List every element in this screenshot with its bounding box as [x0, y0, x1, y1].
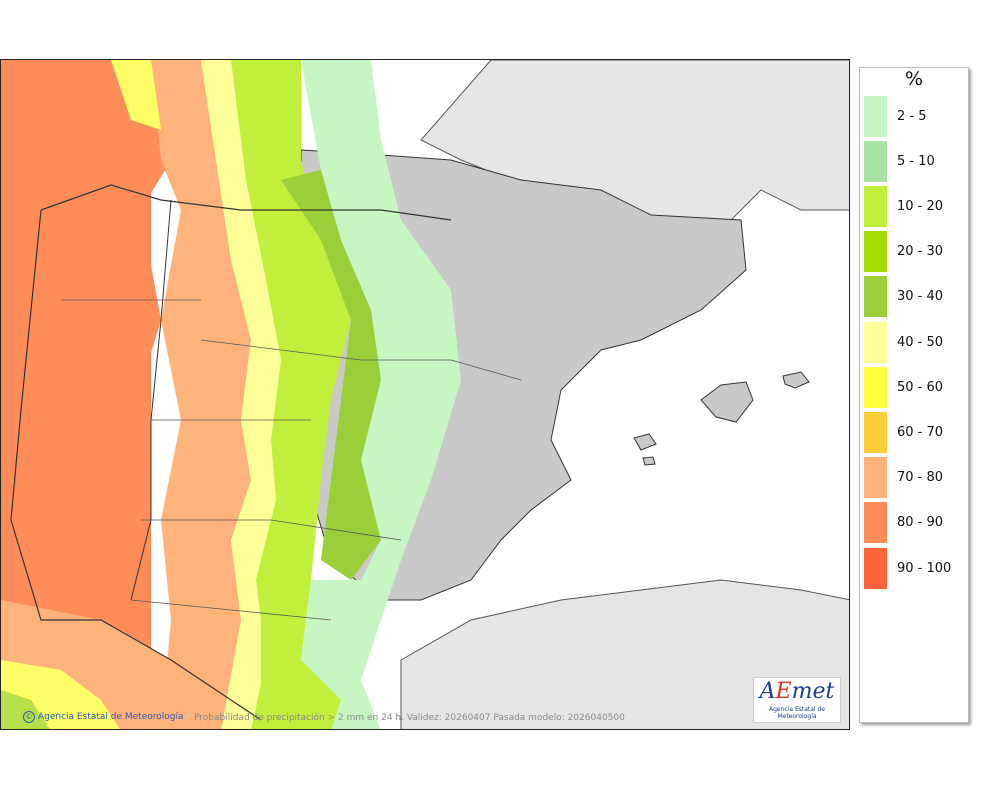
band-40-50: [201, 60, 281, 729]
band-2-5: [281, 60, 461, 729]
band-10-20-south: [261, 600, 341, 729]
legend-swatch: [864, 321, 887, 363]
legend-label: 20 - 30: [897, 244, 944, 260]
legend-label: 60 - 70: [897, 424, 944, 440]
logo-subtitle: Agencia Estatal de Meteorología: [768, 706, 825, 720]
legend-item: 2 - 5: [864, 95, 968, 137]
legend-item: 50 - 60: [864, 366, 968, 408]
legend: % 2 - 5 5 - 10 10 - 20 20 - 30 30 - 40 40 - 5…: [859, 67, 969, 723]
formentera: [642, 456, 656, 466]
legend-label: 80 - 90: [897, 515, 944, 531]
legend-swatch: [864, 411, 887, 453]
legend-label: 5 - 10: [897, 153, 935, 169]
forecast-map: © Agencia Estatal de Meteorología Probab…: [0, 59, 850, 730]
legend-item: 20 - 30: [864, 231, 968, 273]
band-10-20: [231, 60, 351, 729]
band-70-80: [151, 60, 251, 729]
band-80-90-land: [1, 60, 171, 729]
legend-item: 80 - 90: [864, 502, 968, 544]
legend-swatch: [864, 231, 887, 273]
mallorca: [700, 381, 754, 423]
legend-label: 90 - 100: [897, 560, 952, 576]
legend-item: 10 - 20: [864, 185, 968, 227]
credit: © Agencia Estatal de Meteorología: [23, 711, 184, 723]
legend-label: 70 - 80: [897, 470, 944, 486]
coastline: [10, 184, 452, 721]
legend-swatch: [864, 502, 887, 544]
legend-swatch: [864, 95, 887, 137]
legend-item: 90 - 100: [864, 547, 968, 589]
band-30-40: [281, 170, 381, 580]
menorca: [782, 371, 810, 389]
region-borders: [61, 299, 522, 621]
band-20-30-sw: [1, 690, 50, 729]
africa-land: [400, 579, 849, 729]
legend-item: 30 - 40: [864, 276, 968, 318]
legend-unit: %: [904, 68, 924, 90]
legend-label: 2 - 5: [897, 108, 927, 124]
legend-label: 10 - 20: [897, 198, 944, 214]
logo-brand: AEmet: [759, 679, 835, 704]
legend-swatch: [864, 457, 887, 499]
legend-swatch: [864, 185, 887, 227]
map-caption: Probabilidad de precipitación > 2 mm en …: [194, 713, 625, 723]
legend-swatch: [864, 276, 887, 318]
map-canvas: [1, 60, 849, 729]
legend-label: 50 - 60: [897, 379, 944, 395]
credit-text: Agencia Estatal de Meteorología: [38, 712, 184, 722]
legend-item: 70 - 80: [864, 457, 968, 499]
band-50-60-north: [111, 60, 161, 130]
aemet-logo: AEmet Agencia Estatal de Meteorología: [753, 677, 841, 723]
legend-label: 40 - 50: [897, 334, 944, 350]
legend-label: 30 - 40: [897, 289, 944, 305]
legend-swatch: [864, 547, 887, 589]
copyright-icon: ©: [23, 711, 35, 723]
legend-swatch: [864, 140, 887, 182]
legend-item: 60 - 70: [864, 411, 968, 453]
legend-item: 5 - 10: [864, 140, 968, 182]
ibiza: [633, 433, 657, 451]
legend-swatch: [864, 366, 887, 408]
legend-item: 40 - 50: [864, 321, 968, 363]
